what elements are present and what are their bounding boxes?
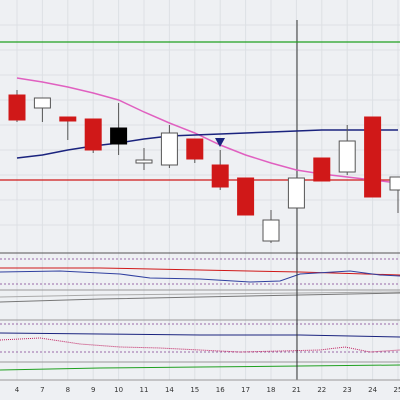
lower-panels: [0, 252, 400, 371]
candle-body: [33, 97, 51, 109]
x-tick-label: 16: [216, 386, 225, 394]
x-tick-label: 7: [40, 386, 44, 394]
x-tick-label: 11: [140, 386, 149, 394]
x-tick-label: 10: [114, 386, 123, 394]
x-tick-label: 14: [165, 386, 174, 394]
x-tick-label: 25: [394, 386, 400, 394]
candle-body: [338, 140, 356, 173]
candle-body: [313, 157, 331, 182]
x-tick-label: 18: [267, 386, 276, 394]
indicator-line: [0, 267, 400, 276]
candle-body: [364, 116, 382, 198]
indicator-line: [0, 270, 400, 283]
x-tick-label: 22: [317, 386, 326, 394]
indicator-line: [0, 291, 400, 298]
candle-body: [211, 164, 229, 188]
x-tick-label: 24: [368, 386, 377, 394]
candle-body: [287, 177, 305, 209]
x-tick-label: 4: [15, 386, 20, 394]
candle-body: [389, 176, 400, 191]
x-tick-label: 15: [190, 386, 199, 394]
candle-body: [160, 132, 178, 166]
signal-marker: [215, 138, 225, 147]
candle-body: [237, 177, 255, 216]
indicator-line: [0, 337, 400, 353]
x-tick-label: 17: [241, 386, 250, 394]
indicator-line: [0, 364, 400, 371]
candle-body: [8, 94, 26, 121]
moving-average: [16, 129, 398, 159]
candle-body: [186, 138, 204, 160]
candle-body: [262, 219, 280, 242]
x-tick-label: 8: [66, 386, 70, 394]
indicator-line: [0, 332, 400, 338]
moving-average: [16, 77, 399, 184]
x-tick-label: 23: [343, 386, 352, 394]
x-tick-label: 9: [91, 386, 95, 394]
x-tick-label: 21: [292, 386, 301, 394]
indicator-line: [0, 292, 400, 303]
candle-body: [135, 159, 153, 164]
candle-body: [110, 127, 128, 145]
candle-body: [84, 118, 102, 151]
candle-body: [59, 116, 77, 122]
